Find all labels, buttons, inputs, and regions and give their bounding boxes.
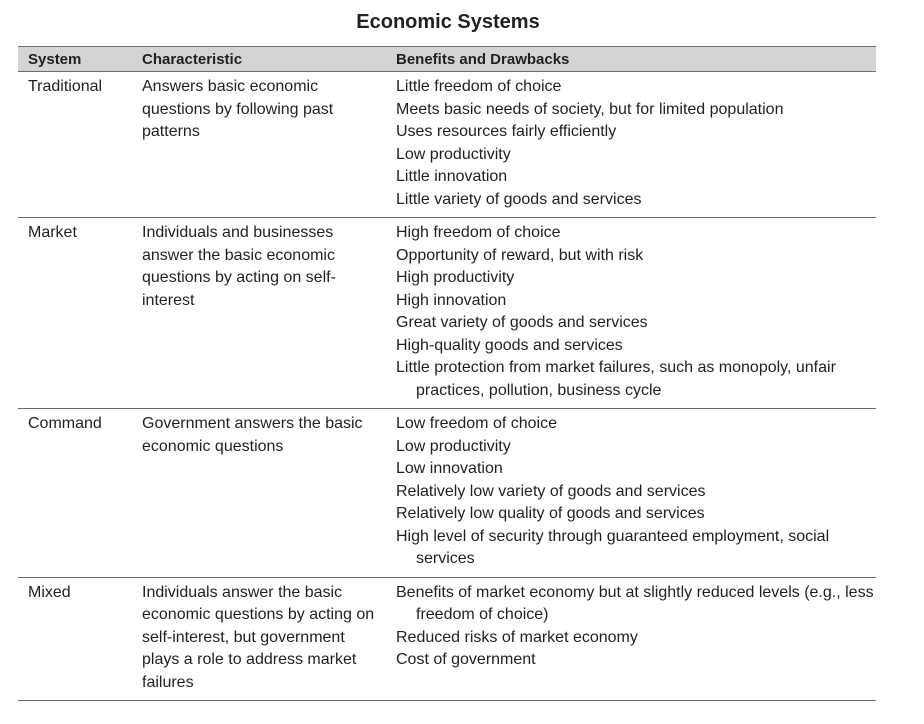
benefit-item: Low innovation — [396, 460, 503, 477]
benefits-list: High freedom of choice Opportunity of re… — [386, 222, 876, 402]
table-row: Traditional Answers basic economic quest… — [18, 72, 876, 218]
benefit-item: Low productivity — [396, 145, 511, 163]
benefit-item: Opportunity of reward, but with risk — [396, 246, 644, 264]
page-title: Economic Systems — [356, 11, 540, 33]
economic-systems-table: System Characteristic Benefits and Drawb… — [18, 46, 876, 701]
benefits-list: Benefits of market economy but at slight… — [386, 582, 876, 695]
benefit-item: Benefits of market economy but at slight… — [396, 583, 874, 624]
benefit-item: Great variety of goods and services — [396, 314, 648, 331]
header-characteristic: Characteristic — [142, 50, 243, 68]
benefit-item: High freedom of choice — [396, 224, 561, 241]
benefit-item: Little freedom of choice — [396, 78, 562, 95]
benefit-item: Low freedom of choice — [396, 415, 557, 432]
system-name: Command — [28, 415, 102, 432]
benefit-item: Little variety of goods and services — [396, 190, 642, 208]
benefit-item: High innovation — [396, 291, 507, 309]
benefit-item: Relatively low quality of goods and serv… — [396, 505, 705, 522]
table-header-row: System Characteristic Benefits and Drawb… — [18, 46, 876, 72]
header-system: System — [28, 50, 82, 68]
characteristic-text: Answers basic economic questions by foll… — [142, 78, 334, 140]
characteristic-text: Individuals and businesses answer the ba… — [142, 224, 336, 309]
benefit-item: Relatively low variety of goods and serv… — [396, 482, 706, 500]
benefit-item: Little innovation — [396, 168, 508, 185]
header-benefits: Benefits and Drawbacks — [396, 50, 570, 68]
table-row: Command Government answers the basic eco… — [18, 409, 876, 578]
benefit-item: Meets basic needs of society, but for li… — [396, 100, 784, 118]
benefits-list: Little freedom of choice Meets basic nee… — [386, 76, 876, 211]
characteristic-text: Individuals answer the basic economic qu… — [142, 583, 375, 691]
benefit-item: Little protection from market failures, … — [396, 359, 836, 399]
table-row: Market Individuals and businesses answer… — [18, 218, 876, 409]
system-name: Mixed — [28, 583, 71, 601]
benefit-item: Uses resources fairly efficiently — [396, 123, 617, 140]
system-name: Traditional — [28, 78, 103, 95]
benefit-item: High productivity — [396, 269, 515, 286]
benefits-list: Low freedom of choice Low productivity L… — [386, 413, 876, 571]
table-row: Mixed Individuals answer the basic econo… — [18, 578, 876, 701]
characteristic-text: Government answers the basic economic qu… — [142, 415, 363, 455]
benefit-item: Cost of government — [396, 651, 536, 668]
benefit-item: Low productivity — [396, 437, 511, 455]
benefit-item: Reduced risks of market economy — [396, 628, 638, 646]
system-name: Market — [28, 224, 77, 241]
benefit-item: High-quality goods and services — [396, 336, 623, 354]
benefit-item: High level of security through guarantee… — [396, 527, 830, 568]
